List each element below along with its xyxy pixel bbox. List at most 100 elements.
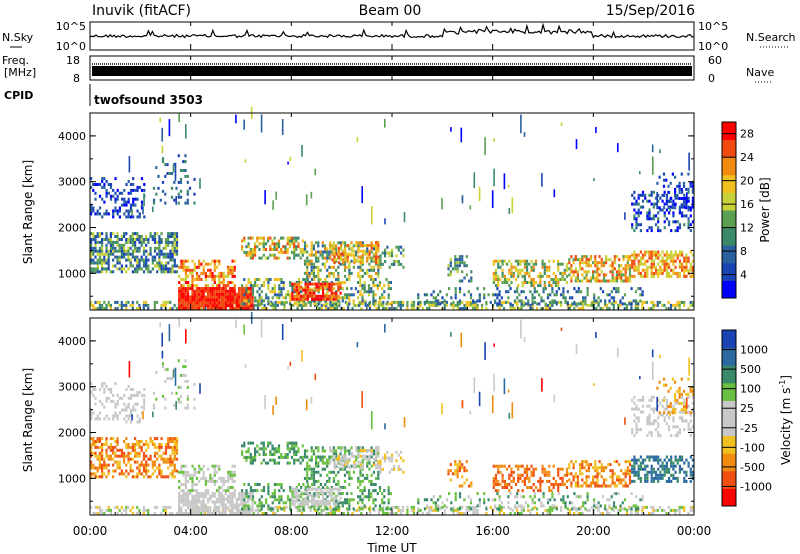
velocity-cell bbox=[276, 505, 279, 509]
velocity-cell bbox=[332, 449, 335, 453]
velocity-cell bbox=[107, 463, 110, 467]
power-cell bbox=[613, 258, 616, 262]
power-cell bbox=[240, 304, 243, 308]
power-cell bbox=[304, 288, 307, 292]
velocity-cell bbox=[256, 508, 260, 512]
power-cell bbox=[90, 212, 93, 216]
velocity-cell bbox=[209, 509, 212, 513]
velocity-cell bbox=[286, 461, 289, 465]
power-cell bbox=[589, 264, 593, 268]
power-cell bbox=[245, 299, 248, 303]
power-cell bbox=[252, 307, 255, 310]
power-cell bbox=[327, 307, 330, 310]
power-cell bbox=[193, 295, 196, 299]
velocity-cell bbox=[94, 417, 97, 421]
power-cell bbox=[470, 276, 473, 280]
power-streak bbox=[143, 193, 145, 206]
power-cell bbox=[273, 290, 276, 294]
velocity-cell bbox=[665, 512, 668, 515]
velocity-cell bbox=[175, 437, 179, 441]
power-cell bbox=[611, 264, 614, 268]
power-cell bbox=[238, 301, 241, 305]
power-cell bbox=[652, 262, 655, 266]
power-cell bbox=[370, 244, 373, 247]
power-cell bbox=[235, 301, 238, 305]
power-cell bbox=[641, 268, 645, 272]
power-cell bbox=[657, 268, 660, 272]
power-cell bbox=[282, 296, 285, 300]
velocity-cell bbox=[200, 509, 203, 513]
power-cell bbox=[678, 181, 681, 185]
velocity-cell bbox=[140, 460, 143, 464]
power-cell bbox=[186, 198, 189, 202]
velocity-cell bbox=[166, 505, 170, 509]
power-cell bbox=[397, 245, 400, 249]
power-cell bbox=[670, 268, 673, 272]
velocity-cell bbox=[319, 473, 322, 477]
power-streak bbox=[639, 171, 641, 175]
velocity-cell bbox=[300, 502, 303, 506]
power-cell bbox=[532, 262, 535, 266]
power-cell bbox=[238, 292, 241, 296]
velocity-cell bbox=[302, 502, 305, 506]
power-cell bbox=[607, 258, 610, 262]
power-cell bbox=[557, 268, 560, 272]
velocity-cell bbox=[131, 443, 134, 446]
power-cell bbox=[189, 295, 192, 299]
power-cell bbox=[116, 188, 119, 192]
velocity-cell bbox=[127, 451, 130, 455]
power-cell bbox=[641, 303, 644, 307]
power-cell bbox=[620, 264, 623, 268]
power-cell bbox=[175, 235, 179, 238]
velocity-cell bbox=[191, 500, 194, 504]
power-cell bbox=[370, 278, 373, 281]
power-cell bbox=[596, 261, 599, 265]
power-cell bbox=[497, 259, 500, 263]
power-cell bbox=[344, 252, 347, 256]
power-cell bbox=[330, 282, 333, 286]
power-cell bbox=[672, 214, 675, 218]
velocity-cell bbox=[361, 501, 364, 505]
velocity-cell bbox=[161, 362, 165, 366]
power-cell bbox=[251, 236, 254, 240]
velocity-cell bbox=[315, 446, 318, 450]
velocity-cell bbox=[140, 440, 143, 443]
velocity-cell bbox=[317, 461, 320, 465]
power-cell bbox=[136, 235, 139, 238]
power-cell bbox=[343, 262, 347, 266]
power-cell bbox=[639, 293, 642, 297]
velocity-cell bbox=[134, 454, 137, 458]
velocity-cell bbox=[254, 458, 257, 462]
power-streak bbox=[371, 206, 373, 225]
velocity-cell bbox=[184, 379, 187, 383]
velocity-cell bbox=[177, 397, 180, 401]
power-cell bbox=[637, 211, 640, 215]
velocity-cell bbox=[184, 494, 187, 498]
power-cell bbox=[335, 258, 338, 262]
power-cell bbox=[178, 281, 181, 284]
velocity-cell bbox=[251, 441, 254, 445]
velocity-cell bbox=[114, 451, 117, 455]
power-cell bbox=[295, 236, 298, 240]
velocity-cell bbox=[249, 506, 252, 510]
power-cell bbox=[589, 276, 593, 280]
power-colorbar-segment bbox=[722, 192, 736, 211]
power-cell bbox=[254, 245, 257, 249]
power-cell bbox=[540, 296, 543, 300]
power-cell bbox=[383, 290, 386, 294]
velocity-cell bbox=[129, 420, 133, 424]
velocity-cell bbox=[122, 508, 126, 512]
power-cell bbox=[689, 274, 692, 278]
power-cell bbox=[654, 253, 658, 257]
velocity-cell bbox=[153, 505, 156, 509]
y-tick-label: 4000 bbox=[58, 130, 86, 143]
velocity-cell bbox=[329, 508, 332, 512]
power-cell bbox=[218, 295, 221, 299]
power-cell bbox=[160, 249, 163, 253]
velocity-cell bbox=[96, 417, 99, 421]
velocity-cell bbox=[242, 509, 245, 513]
power-cell bbox=[140, 258, 143, 262]
power-cell bbox=[634, 302, 638, 306]
power-cell bbox=[116, 255, 119, 259]
velocity-cell bbox=[116, 505, 119, 509]
